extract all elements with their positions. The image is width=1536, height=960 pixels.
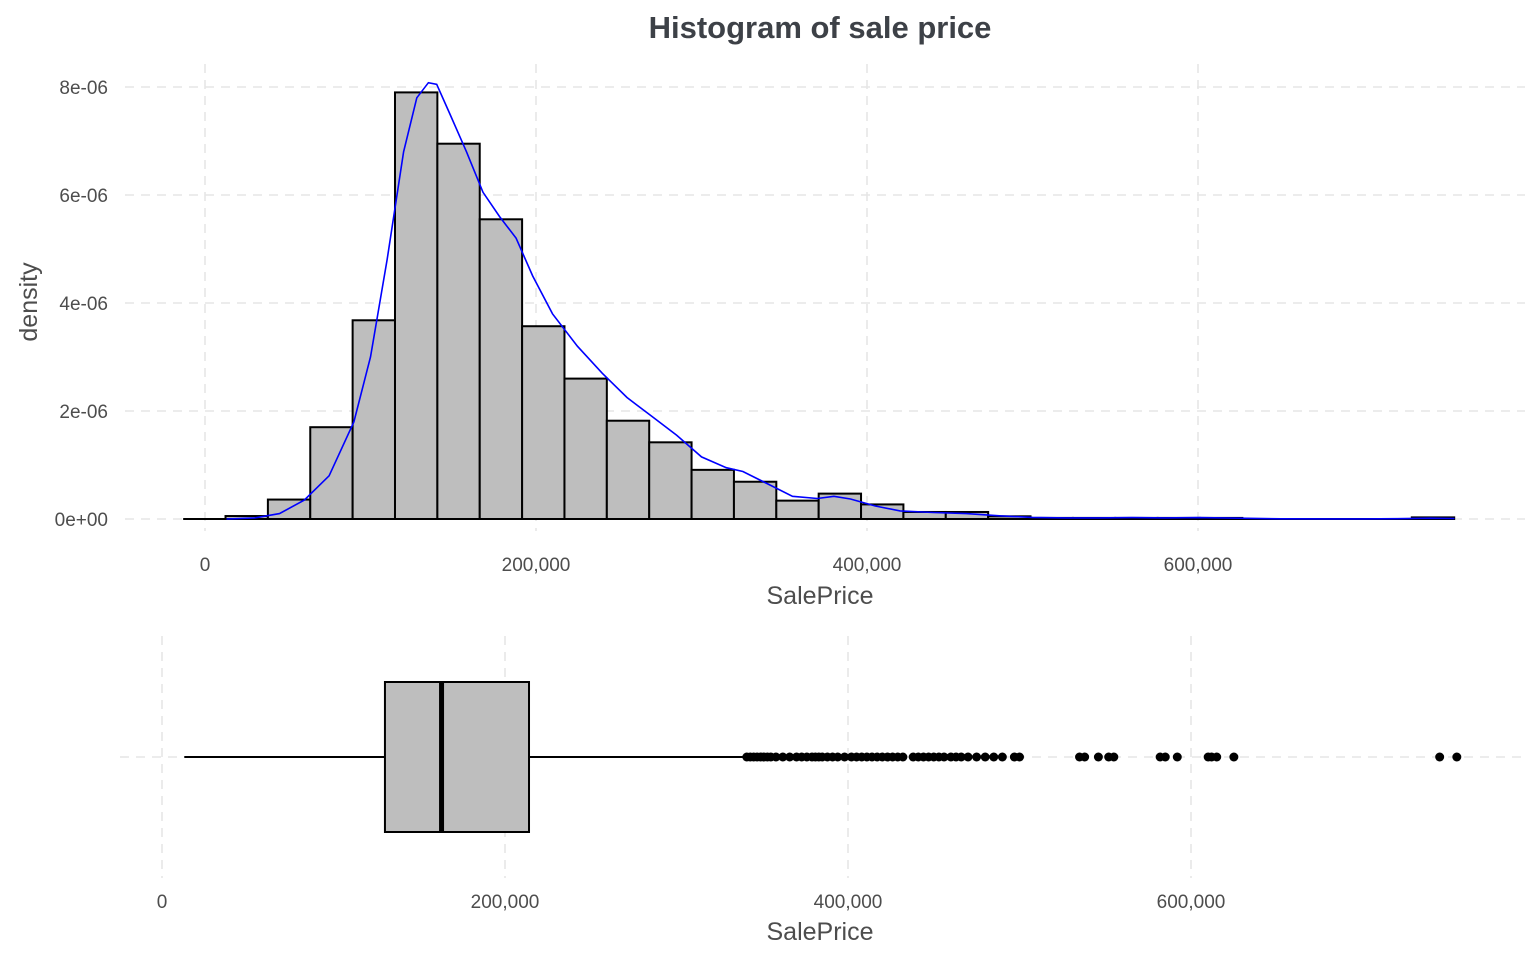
histogram-bar-8 (521, 325, 566, 520)
histogram-bar-3 (309, 426, 354, 521)
boxplot-outlier-42 (956, 752, 966, 762)
boxplot-outlier-63 (1452, 752, 1462, 762)
histogram-y-tick-labels: 0e+00 2e-06 4e-06 6e-06 8e-06 (55, 78, 108, 531)
boxplot-outlier-32 (898, 752, 908, 762)
boxplot-outlier-54 (1109, 752, 1119, 762)
histogram-bar-9 (563, 377, 608, 520)
boxplot-outlier-51 (1080, 752, 1090, 762)
histogram-bar-11 (648, 441, 693, 521)
boxplot-outlier-20 (833, 752, 843, 762)
boxplot-outlier-43 (963, 752, 973, 762)
boxplot-x-tick-label-2: 400,000 (814, 892, 883, 913)
boxplot-outlier-45 (980, 752, 990, 762)
boxplot-outlier-9 (778, 752, 788, 762)
boxplot-outlier-56 (1160, 752, 1170, 762)
boxplot-panel: 0 200,000 400,000 600,000 SalePrice (120, 636, 1525, 946)
boxplot-outlier-8 (771, 752, 781, 762)
boxplot-outlier-49 (1015, 752, 1024, 762)
boxplot-x-tick-label-0: 0 (157, 892, 168, 913)
histogram-bar-10 (605, 419, 651, 520)
histogram-bar-5 (393, 91, 439, 521)
boxplot-outlier-10 (785, 752, 795, 762)
boxplot-outlier-60 (1212, 752, 1222, 762)
histogram-bars (183, 91, 1456, 521)
boxplot-box (383, 681, 531, 833)
histogram-y-tick-label-4: 8e-06 (59, 78, 108, 99)
chart-title: Histogram of sale price (649, 10, 992, 45)
boxplot-body (184, 681, 746, 833)
histogram-bar-7 (478, 218, 524, 521)
density-curve-group (226, 81, 1455, 520)
boxplot-x-tick-label-3: 600,000 (1157, 892, 1226, 913)
histogram-y-tick-label-2: 4e-06 (59, 294, 108, 315)
histogram-x-tick-label-3: 600,000 (1164, 555, 1233, 576)
histogram-bar-12 (690, 468, 735, 520)
histogram-y-tick-label-1: 2e-06 (59, 402, 108, 423)
density-curve (226, 81, 1455, 520)
histogram-bar-13 (732, 480, 778, 520)
histogram-y-tick-label-3: 6e-06 (59, 186, 108, 207)
histogram-x-tick-labels: 0 200,000 400,000 600,000 (200, 555, 1233, 576)
histogram-bar-6 (436, 142, 481, 520)
boxplot-outlier-44 (972, 752, 982, 762)
histogram-x-tick-label-2: 400,000 (833, 555, 902, 576)
histogram-bar-4 (351, 319, 396, 520)
boxplot-outlier-52 (1093, 752, 1103, 762)
histogram-x-tick-label-0: 0 (200, 555, 211, 576)
boxplot-outlier-61 (1229, 752, 1239, 762)
boxplot-outliers (742, 752, 1462, 762)
histogram-x-tick-label-1: 200,000 (502, 555, 571, 576)
boxplot-outlier-47 (997, 752, 1007, 762)
boxplot-outlier-57 (1172, 752, 1182, 762)
boxplot-outlier-46 (989, 752, 999, 762)
histogram-x-axis-title: SalePrice (767, 582, 874, 610)
boxplot-x-axis-title: SalePrice (767, 918, 874, 946)
boxplot-outlier-39 (939, 752, 949, 762)
boxplot-outlier-21 (840, 752, 850, 762)
histogram-y-tick-label-0: 0e+00 (55, 510, 108, 531)
histogram-y-axis-title: density (15, 262, 43, 342)
boxplot-outlier-62 (1435, 752, 1445, 762)
boxplot-x-tick-label-1: 200,000 (471, 892, 540, 913)
histogram-panel: 0e+00 2e-06 4e-06 6e-06 8e-06 0 200,000 400,00… (15, 64, 1525, 610)
histogram-bar-14 (775, 499, 820, 521)
boxplot-x-tick-labels: 0 200,000 400,000 600,000 (157, 892, 1226, 913)
